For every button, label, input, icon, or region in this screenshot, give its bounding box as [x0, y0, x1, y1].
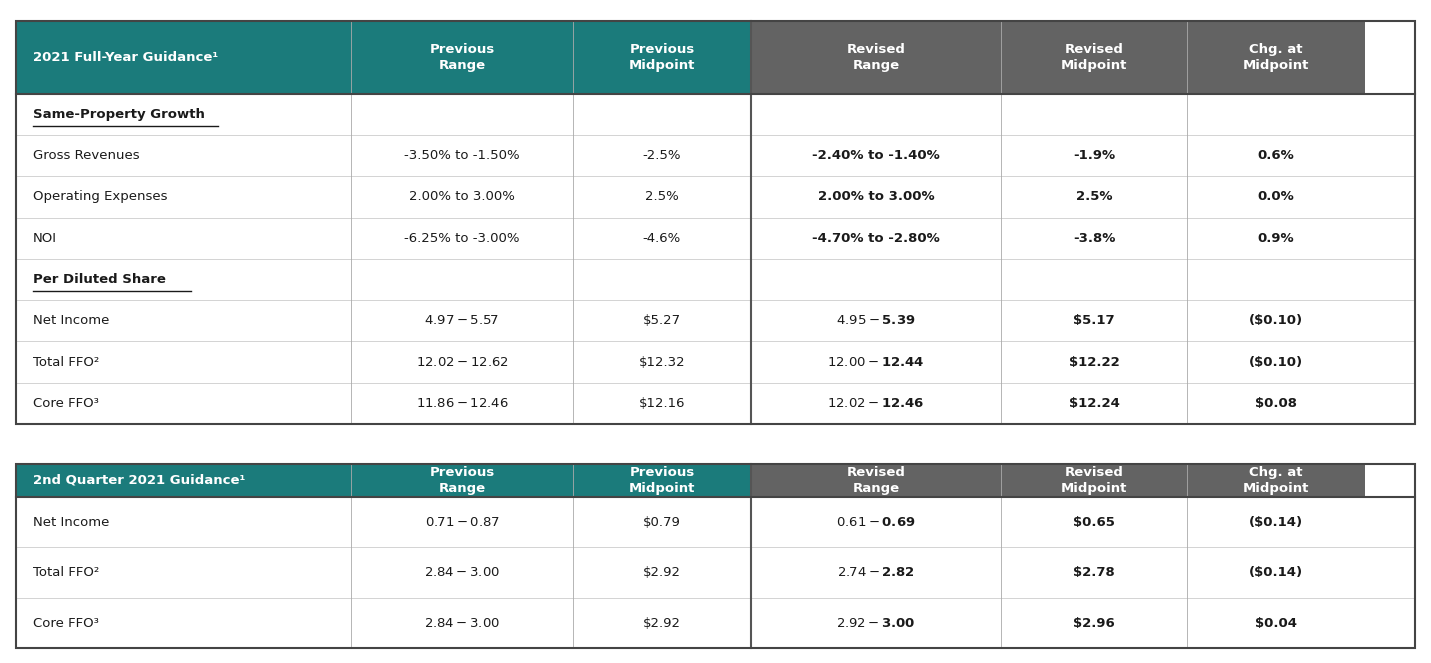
Text: $5.17: $5.17 [1073, 314, 1115, 328]
Bar [16, 548, 1415, 598]
Bar [751, 463, 1002, 497]
Text: $4.95 - $5.39: $4.95 - $5.39 [837, 314, 916, 328]
Text: Gross Revenues: Gross Revenues [33, 149, 139, 162]
Bar [16, 463, 351, 497]
Bar [1186, 463, 1365, 497]
Bar [16, 21, 351, 93]
Text: 2.5%: 2.5% [645, 190, 678, 204]
Text: Chg. at
Midpoint: Chg. at Midpoint [1244, 465, 1309, 495]
Text: $2.92: $2.92 [643, 566, 681, 579]
Text: NOI: NOI [33, 231, 57, 245]
Bar [572, 463, 751, 497]
Bar [1186, 21, 1365, 93]
Text: $0.61 - $0.69: $0.61 - $0.69 [837, 516, 916, 528]
Text: 0.6%: 0.6% [1258, 149, 1295, 162]
Bar [16, 259, 1415, 300]
Text: ($0.14): ($0.14) [1249, 516, 1304, 528]
Text: $0.04: $0.04 [1255, 617, 1296, 630]
Text: $2.92: $2.92 [643, 617, 681, 630]
Bar [1002, 463, 1186, 497]
Text: ($0.10): ($0.10) [1249, 355, 1304, 369]
Text: Per Diluted Share: Per Diluted Share [33, 273, 166, 286]
Text: $2.74 - $2.82: $2.74 - $2.82 [837, 566, 916, 579]
Text: Net Income: Net Income [33, 516, 109, 528]
Bar [16, 93, 1415, 135]
Text: Previous
Range: Previous Range [429, 465, 495, 495]
Text: 2.5%: 2.5% [1076, 190, 1112, 204]
Text: -3.8%: -3.8% [1073, 231, 1115, 245]
Text: 0.9%: 0.9% [1258, 231, 1295, 245]
Bar [16, 217, 1415, 259]
Text: $12.02 - $12.62: $12.02 - $12.62 [415, 355, 508, 369]
Bar [16, 300, 1415, 341]
Bar [351, 21, 572, 93]
Bar [16, 598, 1415, 648]
Text: Previous
Midpoint: Previous Midpoint [628, 43, 695, 72]
Text: $0.08: $0.08 [1255, 396, 1296, 410]
Text: $2.92 - $3.00: $2.92 - $3.00 [836, 617, 916, 630]
Text: $5.27: $5.27 [643, 314, 681, 328]
Bar [572, 21, 751, 93]
Text: $2.84 - $3.00: $2.84 - $3.00 [424, 617, 499, 630]
Bar [16, 135, 1415, 176]
Text: $0.65: $0.65 [1073, 516, 1115, 528]
Text: $4.97 - $5.57: $4.97 - $5.57 [425, 314, 499, 328]
Text: Total FFO²: Total FFO² [33, 355, 99, 369]
Text: -1.9%: -1.9% [1073, 149, 1115, 162]
Text: Operating Expenses: Operating Expenses [33, 190, 167, 204]
Text: $2.96: $2.96 [1073, 617, 1115, 630]
Text: $0.79: $0.79 [643, 516, 681, 528]
Text: $12.00 - $12.44: $12.00 - $12.44 [827, 355, 924, 369]
Text: Revised
Range: Revised Range [847, 465, 906, 495]
Bar [16, 463, 1415, 648]
Bar [16, 341, 1415, 383]
Text: $12.16: $12.16 [638, 396, 685, 410]
Text: Total FFO²: Total FFO² [33, 566, 99, 579]
Bar [16, 176, 1415, 217]
Text: 2nd Quarter 2021 Guidance¹: 2nd Quarter 2021 Guidance¹ [33, 473, 245, 487]
Text: $12.02 - $12.46: $12.02 - $12.46 [827, 396, 924, 410]
Bar [351, 463, 572, 497]
Bar [16, 21, 1415, 424]
Bar [16, 383, 1415, 424]
Text: Same-Property Growth: Same-Property Growth [33, 108, 205, 121]
Text: Previous
Midpoint: Previous Midpoint [628, 465, 695, 495]
Text: $12.32: $12.32 [638, 355, 685, 369]
Text: $11.86 - $12.46: $11.86 - $12.46 [415, 396, 508, 410]
Text: -2.5%: -2.5% [643, 149, 681, 162]
Text: $2.78: $2.78 [1073, 566, 1115, 579]
Text: $2.84 - $3.00: $2.84 - $3.00 [424, 566, 499, 579]
Text: ($0.10): ($0.10) [1249, 314, 1304, 328]
Text: Previous
Range: Previous Range [429, 43, 495, 72]
Text: Chg. at
Midpoint: Chg. at Midpoint [1244, 43, 1309, 72]
Text: 2.00% to 3.00%: 2.00% to 3.00% [819, 190, 934, 204]
Text: -4.70% to -2.80%: -4.70% to -2.80% [813, 231, 940, 245]
Text: $12.24: $12.24 [1069, 396, 1119, 410]
Bar [16, 351, 1415, 424]
Text: 0.0%: 0.0% [1258, 190, 1295, 204]
Text: Revised
Range: Revised Range [847, 43, 906, 72]
Text: -3.50% to -1.50%: -3.50% to -1.50% [404, 149, 519, 162]
Bar [16, 615, 1415, 648]
Text: 2021 Full-Year Guidance¹: 2021 Full-Year Guidance¹ [33, 51, 218, 64]
Text: Revised
Midpoint: Revised Midpoint [1060, 43, 1128, 72]
Bar [1002, 21, 1186, 93]
Text: 2.00% to 3.00%: 2.00% to 3.00% [409, 190, 515, 204]
Text: ($0.14): ($0.14) [1249, 566, 1304, 579]
Text: $0.71 - $0.87: $0.71 - $0.87 [425, 516, 499, 528]
Text: Revised
Midpoint: Revised Midpoint [1060, 465, 1128, 495]
Text: -6.25% to -3.00%: -6.25% to -3.00% [404, 231, 519, 245]
Text: -4.6%: -4.6% [643, 231, 681, 245]
Text: Core FFO³: Core FFO³ [33, 617, 99, 630]
Bar [16, 497, 1415, 548]
Text: Core FFO³: Core FFO³ [33, 396, 99, 410]
Bar [751, 21, 1002, 93]
Text: $12.22: $12.22 [1069, 355, 1119, 369]
Text: Net Income: Net Income [33, 314, 109, 328]
Text: -2.40% to -1.40%: -2.40% to -1.40% [813, 149, 940, 162]
